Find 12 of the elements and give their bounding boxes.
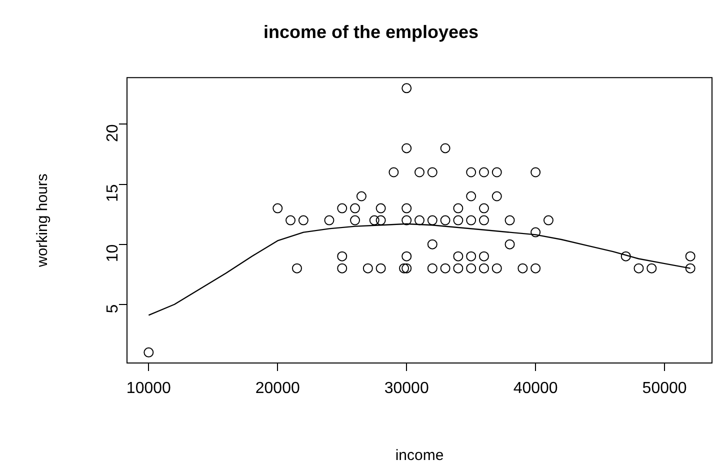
- y-tick-label: 20: [104, 124, 122, 142]
- x-tick-label: 10000: [126, 380, 172, 398]
- x-tick-label: 20000: [255, 380, 300, 398]
- x-tick-label: 50000: [642, 380, 687, 398]
- x-tick-label: 30000: [384, 380, 429, 398]
- y-tick-label: 10: [104, 244, 122, 262]
- y-axis-title: working hours: [34, 174, 52, 268]
- x-tick-label: 40000: [513, 380, 558, 398]
- y-tick-label: 15: [104, 184, 122, 202]
- y-tick-label: 5: [104, 304, 122, 314]
- chart-title: income of the employees: [263, 22, 479, 42]
- x-axis-title: income: [395, 447, 444, 464]
